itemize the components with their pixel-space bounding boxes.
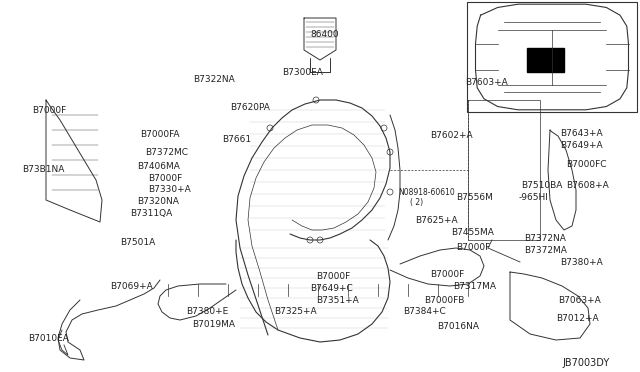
Text: B7608+A: B7608+A [566,181,609,190]
Text: B7501A: B7501A [120,238,156,247]
Text: B7311QA: B7311QA [130,209,172,218]
Text: B7000F: B7000F [316,272,350,281]
Bar [527,48,564,73]
Text: B7010EA: B7010EA [28,334,69,343]
Text: B7000F: B7000F [32,106,67,115]
Text: B7322NA: B7322NA [193,75,235,84]
Text: B7556M: B7556M [456,193,493,202]
Text: B7455MA: B7455MA [451,228,494,237]
Text: B7643+A: B7643+A [560,129,603,138]
Text: B7372MA: B7372MA [524,246,567,255]
Text: B7016NA: B7016NA [437,322,479,331]
Text: B7000FC: B7000FC [566,160,607,169]
Text: B7000F: B7000F [456,243,490,252]
Text: B7063+A: B7063+A [558,296,601,305]
Text: B7000F: B7000F [148,174,182,183]
Text: B7000FB: B7000FB [424,296,465,305]
Text: B7510BA: B7510BA [521,181,563,190]
Bar [467,2,637,112]
Text: B7325+A: B7325+A [274,307,317,316]
Text: B7649+A: B7649+A [560,141,603,150]
Text: B7300EA: B7300EA [282,68,323,77]
Text: B7351+A: B7351+A [316,296,359,305]
Text: B73B1NA: B73B1NA [22,165,65,174]
Text: B7330+A: B7330+A [148,185,191,194]
Text: B7620PA: B7620PA [230,103,270,112]
Text: B7019MA: B7019MA [192,320,235,329]
Text: ( 2): ( 2) [410,198,423,207]
Text: 86400: 86400 [310,30,339,39]
Text: B7069+A: B7069+A [110,282,153,291]
Text: B7380+E: B7380+E [186,307,228,316]
Text: N08918-60610: N08918-60610 [398,188,455,197]
Text: B7372MC: B7372MC [145,148,188,157]
Text: B7380+A: B7380+A [560,258,603,267]
Text: B7661: B7661 [222,135,251,144]
Text: B7603+A: B7603+A [465,78,508,87]
Text: B7317MA: B7317MA [453,282,496,291]
Text: B7602+A: B7602+A [430,131,472,140]
Text: B7000F: B7000F [430,270,464,279]
Text: B7372NA: B7372NA [524,234,566,243]
Text: -965HI: -965HI [519,193,549,202]
Text: B7625+A: B7625+A [415,216,458,225]
Text: B7406MA: B7406MA [137,162,180,171]
Text: B7649+C: B7649+C [310,284,353,293]
Text: B7384+C: B7384+C [403,307,445,316]
Text: B7320NA: B7320NA [137,197,179,206]
Text: B7000FA: B7000FA [140,130,179,139]
Text: JB7003DY: JB7003DY [562,358,609,368]
Text: B7012+A: B7012+A [556,314,598,323]
